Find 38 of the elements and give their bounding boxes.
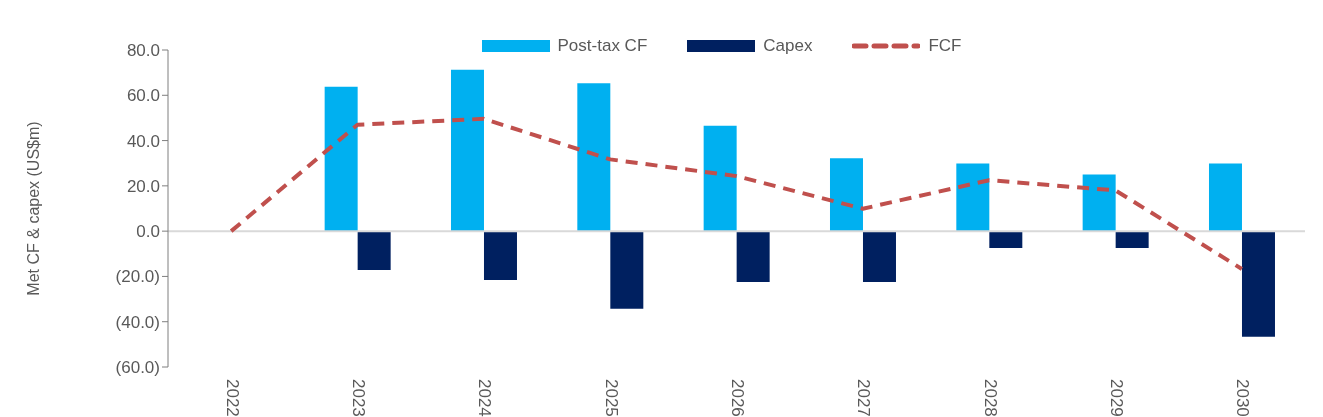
bar <box>956 163 990 232</box>
x-tick-label: 2024 <box>475 379 495 417</box>
bar <box>829 158 863 232</box>
bar <box>357 231 391 271</box>
y-tick-label: 20.0 <box>126 176 160 196</box>
x-tick-label: 2022 <box>222 379 242 417</box>
y-tick-label: 0.0 <box>136 222 160 242</box>
y-tick-label: 40.0 <box>126 131 160 151</box>
legend-label: Post-tax CF <box>557 36 648 56</box>
x-tick-label: 2030 <box>1233 379 1253 417</box>
x-tick-label: 2026 <box>728 379 748 417</box>
y-tick-label: (20.0) <box>115 267 160 287</box>
bar <box>1115 231 1149 248</box>
bar <box>1241 231 1275 337</box>
bar <box>1082 174 1116 232</box>
x-tick-label: 2027 <box>854 379 874 417</box>
y-tick-label: 60.0 <box>126 86 160 106</box>
bar <box>483 231 517 281</box>
y-tick-label: (60.0) <box>115 358 160 378</box>
bar <box>703 125 737 232</box>
bar <box>989 231 1023 248</box>
y-tick-label: 80.0 <box>126 41 160 61</box>
line-series <box>229 116 1244 271</box>
bar <box>1208 163 1242 232</box>
x-tick-label: 2029 <box>1107 379 1127 417</box>
x-tick-label: 2025 <box>601 379 621 417</box>
bar <box>324 86 358 232</box>
legend-label: FCF <box>928 36 962 56</box>
x-tick-label: 2023 <box>349 379 369 417</box>
bar <box>610 231 644 309</box>
y-axis-title: Met CF & capex (US$m) <box>24 121 42 296</box>
bar <box>577 83 611 232</box>
x-tick-label: 2028 <box>980 379 1000 417</box>
legend-label: Capex <box>763 36 813 56</box>
bar <box>736 231 770 283</box>
bar <box>450 69 484 232</box>
y-tick-label: (40.0) <box>115 312 160 332</box>
bar <box>862 231 896 283</box>
